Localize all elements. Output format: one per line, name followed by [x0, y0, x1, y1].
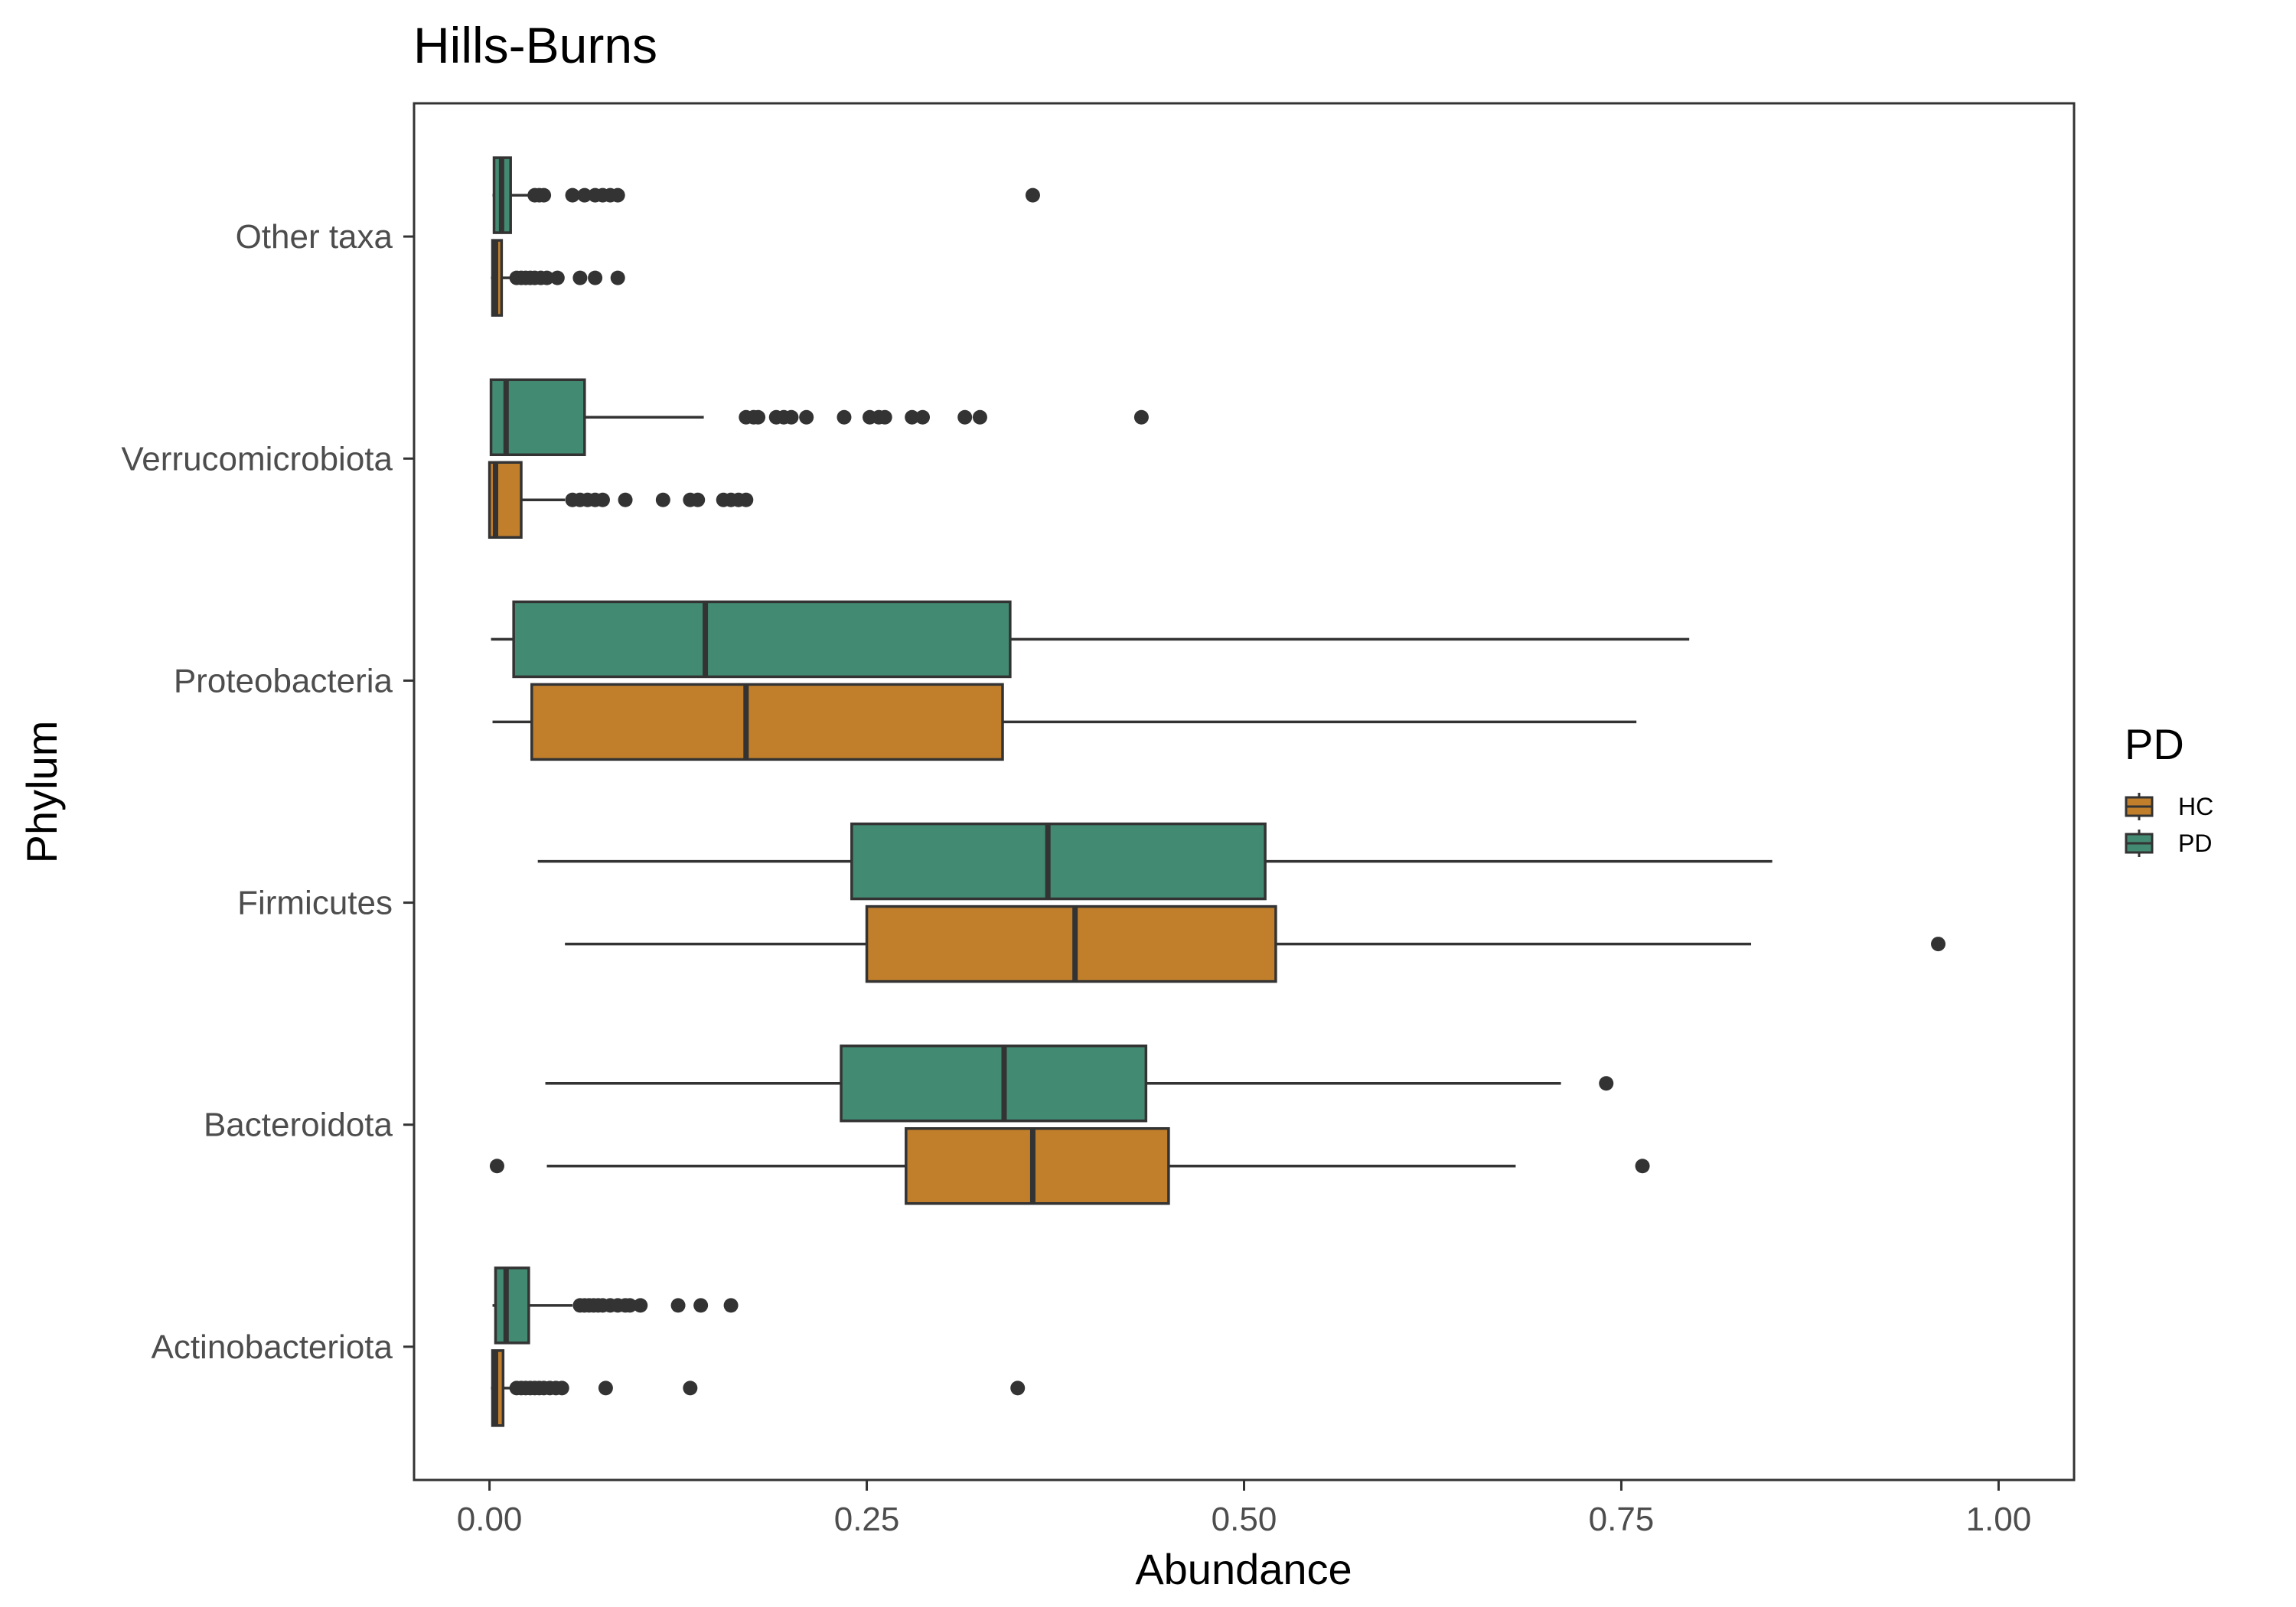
outlier-verrucomicrobiota-pd-2	[751, 409, 766, 425]
y-tick-label-actinobacteriota: Actinobacteriota	[151, 1328, 393, 1366]
legend-title: PD	[2125, 720, 2184, 768]
outlier-verrucomicrobiota-hc-6	[655, 492, 670, 507]
outlier-other-taxa-pd-9	[1025, 187, 1040, 203]
legend: PD HC PD	[2125, 720, 2213, 857]
box-group-actinobacteriota-hc	[491, 1349, 1026, 1427]
outlier-verrucomicrobiota-pd-10	[877, 409, 892, 425]
box-bacteroidota-pd	[840, 1044, 1148, 1123]
outlier-other-taxa-hc-6	[540, 270, 555, 285]
outlier-bacteroidota-hc-0	[489, 1159, 504, 1174]
outlier-actinobacteriota-pd-13	[723, 1298, 739, 1313]
box-group-actinobacteriota-pd	[492, 1266, 739, 1345]
outlier-verrucomicrobiota-pd-12	[915, 409, 931, 425]
outlier-actinobacteriota-pd-12	[693, 1298, 709, 1313]
outlier-verrucomicrobiota-pd-7	[837, 409, 852, 425]
outlier-verrucomicrobiota-pd-6	[799, 409, 814, 425]
outlier-firmicutes-hc-0	[1931, 937, 1946, 952]
legend-entry-hc: HC	[2125, 793, 2213, 820]
legend-entry-pd: PD	[2125, 830, 2212, 857]
outlier-other-taxa-pd-3	[565, 187, 580, 203]
y-tick-label-bacteroidota: Bacteroidota	[204, 1107, 393, 1144]
outlier-actinobacteriota-pd-11	[670, 1298, 686, 1313]
x-tick-label-0-75: 0.75	[1589, 1501, 1655, 1538]
outlier-verrucomicrobiota-pd-14	[972, 409, 987, 425]
x-tick-label-1-00: 1.00	[1966, 1501, 2032, 1538]
box-group-firmicutes-pd	[537, 822, 1773, 901]
box-group-verrucomicrobiota-hc	[488, 461, 754, 539]
outlier-other-taxa-pd-4	[577, 187, 592, 203]
outlier-other-taxa-pd-2	[536, 187, 552, 203]
box-group-proteobacteria-pd	[491, 600, 1690, 679]
plot-panel	[413, 102, 2076, 1482]
boxes-layer	[488, 156, 1946, 1427]
y-tick-label-other-taxa: Other taxa	[236, 218, 393, 256]
x-tick-label-0-00: 0.00	[457, 1501, 523, 1538]
x-axis-title: Abundance	[1135, 1545, 1352, 1593]
box-firmicutes-hc	[865, 905, 1277, 983]
outlier-actinobacteriota-pd-9	[622, 1298, 638, 1313]
outlier-verrucomicrobiota-pd-11	[905, 409, 920, 425]
outlier-actinobacteriota-hc-9	[554, 1380, 569, 1396]
outlier-other-taxa-hc-9	[588, 270, 603, 285]
outlier-bacteroidota-hc-1	[1635, 1159, 1650, 1174]
outlier-actinobacteriota-hc-10	[598, 1380, 613, 1396]
box-group-verrucomicrobiota-pd	[489, 378, 1149, 457]
y-tick-label-proteobacteria: Proteobacteria	[174, 662, 393, 699]
box-group-firmicutes-hc	[565, 905, 1946, 983]
legend-label-hc: HC	[2178, 793, 2213, 820]
x-tick-label-0-25: 0.25	[834, 1501, 900, 1538]
box-group-proteobacteria-hc	[492, 683, 1637, 761]
outlier-other-taxa-hc-8	[572, 270, 588, 285]
box-actinobacteriota-pd	[494, 1266, 530, 1345]
box-group-other-taxa-pd	[492, 156, 1040, 234]
x-axis: 0.00 0.25 0.50 0.75 1.00	[457, 1480, 2031, 1538]
outlier-bacteroidota-pd-0	[1599, 1076, 1614, 1091]
y-tick-label-firmicutes: Firmicutes	[237, 885, 393, 922]
outlier-verrucomicrobiota-pd-13	[957, 409, 973, 425]
outlier-other-taxa-hc-7	[550, 270, 565, 285]
outlier-verrucomicrobiota-pd-15	[1133, 409, 1149, 425]
box-group-other-taxa-hc	[491, 239, 625, 317]
box-proteobacteria-pd	[512, 600, 1012, 679]
x-tick-label-0-50: 0.50	[1212, 1501, 1277, 1538]
outlier-other-taxa-pd-8	[610, 187, 625, 203]
outlier-verrucomicrobiota-hc-12	[739, 492, 754, 507]
outlier-actinobacteriota-hc-12	[1010, 1380, 1026, 1396]
box-bacteroidota-hc	[905, 1126, 1170, 1205]
legend-label-pd: PD	[2178, 830, 2212, 857]
box-group-bacteroidota-hc	[489, 1126, 1650, 1205]
y-axis-title: Phylum	[18, 721, 66, 864]
outlier-verrucomicrobiota-hc-5	[618, 492, 633, 507]
box-proteobacteria-hc	[530, 683, 1004, 761]
legend-entries: HC PD	[2125, 793, 2213, 857]
chart-title: Hills-Burns	[413, 17, 657, 73]
outlier-verrucomicrobiota-hc-8	[690, 492, 706, 507]
outlier-verrucomicrobiota-pd-5	[784, 409, 799, 425]
box-group-bacteroidota-pd	[545, 1044, 1614, 1123]
box-firmicutes-pd	[850, 822, 1267, 901]
y-axis: Actinobacteriota Bacteroidota Firmicutes Pr…	[121, 218, 414, 1366]
outlier-actinobacteriota-pd-10	[633, 1298, 648, 1313]
outlier-actinobacteriota-hc-11	[683, 1380, 698, 1396]
outlier-other-taxa-hc-10	[610, 270, 625, 285]
y-tick-label-verrucomicrobiota: Verrucomicrobiota	[121, 440, 393, 478]
outlier-verrucomicrobiota-hc-4	[595, 492, 610, 507]
